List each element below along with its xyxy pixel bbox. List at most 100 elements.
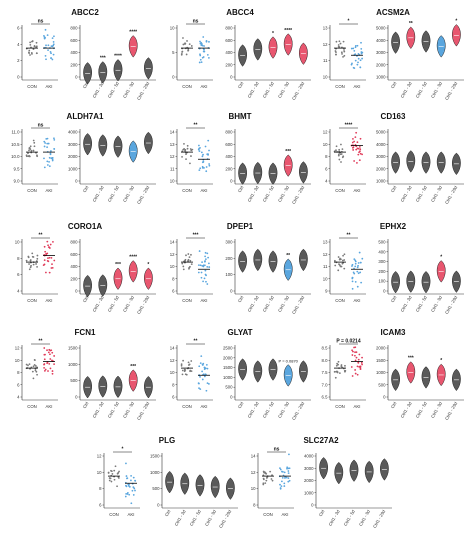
scatter-point-aki xyxy=(50,52,52,55)
violin-tick-label: 400 xyxy=(70,264,78,269)
scatter-point-aki xyxy=(134,489,136,492)
scatter-point-con xyxy=(188,267,190,270)
group-label: AKI xyxy=(46,404,53,409)
scatter-point-aki xyxy=(359,148,362,151)
violin-category-label: Ctrl1 - 5d xyxy=(415,184,428,202)
scatter-point-con xyxy=(35,263,37,265)
violin-tick-label: 600 xyxy=(70,252,78,257)
violin-tick-label: 2000 xyxy=(376,62,386,67)
scatter-point-con xyxy=(343,49,345,51)
gene-title: ABCC4 xyxy=(226,8,254,17)
violin-tick-label: 500 xyxy=(378,382,386,387)
scatter-point-aki xyxy=(283,471,286,474)
panel-aldh7a1: ALDH7A1 11.0 10.5 10.0 9.5 9.0 CON AKI ns 4000 300… xyxy=(10,112,160,218)
violin-tick-label: 0 xyxy=(75,395,78,400)
scatter-point-con xyxy=(113,478,116,481)
scatter-point-aki xyxy=(280,485,283,488)
scatter-point-aki xyxy=(200,41,203,44)
scatter-point-con xyxy=(28,263,30,265)
scatter-point-aki xyxy=(354,46,357,49)
panel-svg: ICAM3 8.5 8.0 7.5 7.0 6.5 CON AKI P = 0.0214 2000… xyxy=(322,328,464,421)
violin-tick-label: 3000 xyxy=(68,142,78,147)
violin-annotation: * xyxy=(272,31,274,37)
violin-category-label: Ctrl1 - 3d xyxy=(246,294,259,312)
scatter-point-aki xyxy=(356,270,359,273)
violin-tick-label: 0 xyxy=(230,75,233,80)
scatter-point-con xyxy=(339,257,341,260)
scatter-point-con xyxy=(335,40,338,43)
scatter-point-aki xyxy=(207,139,210,142)
scatter-point-aki xyxy=(200,271,203,274)
scatter-tick-label: 11 xyxy=(170,166,175,171)
violin-tick-label: 800 xyxy=(70,26,78,31)
scatter-point-aki xyxy=(46,34,49,36)
scatter-point-con xyxy=(342,155,345,158)
scatter-point-con xyxy=(117,471,120,474)
violin-category-label: Ctrl1 - 5d xyxy=(262,80,275,98)
scatter-point-con xyxy=(333,370,336,373)
scatter-point-con xyxy=(341,262,344,265)
scatter-point-aki xyxy=(198,169,201,172)
scatter-point-con xyxy=(31,370,34,373)
scatter-point-aki xyxy=(356,44,359,47)
violin-category-label: Ctrl1 - 3d xyxy=(399,400,412,418)
scatter-point-con xyxy=(36,265,38,268)
scatter-point-aki xyxy=(50,267,53,269)
scatter-point-aki xyxy=(357,61,359,64)
scatter-point-con xyxy=(114,465,117,468)
scatter-point-aki xyxy=(200,44,203,47)
violin-tick-label: 3000 xyxy=(376,154,386,159)
scatter-point-con xyxy=(186,144,189,147)
scatter-point-aki xyxy=(282,470,284,473)
violin-category-label: Ctrl1 - 5d xyxy=(262,184,275,202)
scatter-point-con xyxy=(335,149,337,152)
scatter-tick-label: 6 xyxy=(17,26,20,31)
scatter-tick-label: 8 xyxy=(99,486,102,491)
scatter-point-aki xyxy=(48,348,51,351)
scatter-point-con xyxy=(187,361,190,364)
scatter-point-aki xyxy=(288,479,291,482)
scatter-point-con xyxy=(264,482,267,485)
scatter-point-aki xyxy=(354,369,357,371)
scatter-point-aki xyxy=(130,502,133,505)
violin-tick-label: 2000 xyxy=(376,346,386,351)
scatter-tick-label: 12 xyxy=(170,154,175,159)
scatter-point-aki xyxy=(46,260,49,262)
violin-tick-label: 600 xyxy=(225,142,233,147)
scatter-tick-label: 7.0 xyxy=(322,382,329,387)
scatter-point-con xyxy=(25,259,28,262)
scatter-point-con xyxy=(189,265,191,268)
scatter-point-con xyxy=(182,359,185,362)
panel-svg: ABCC2 6 4 2 0 CON AKI ns 800 600 400 200 0 Ctrl *** Ctr… xyxy=(17,8,156,101)
violin-tick-label: 500 xyxy=(70,378,78,383)
scatter-point-aki xyxy=(199,264,202,267)
violin-tick-label: 200 xyxy=(225,166,233,171)
scatter-point-con xyxy=(28,49,31,52)
panel-fcn1: FCN1 12 10 8 6 4 CON AKI ** 1500 1000 500 0 Ctrl Ctrl1… xyxy=(10,328,160,434)
scatter-point-con xyxy=(262,478,265,481)
scatter-point-con xyxy=(32,377,35,380)
group-label: AKI xyxy=(354,404,361,409)
scatter-point-con xyxy=(28,363,31,366)
scatter-point-con xyxy=(338,40,341,43)
scatter-point-con xyxy=(340,161,342,163)
scatter-point-aki xyxy=(203,50,206,53)
significance-label: ** xyxy=(194,339,198,345)
violin-category-label: Ctrl1 - 5d xyxy=(107,294,120,312)
scatter-point-con xyxy=(342,55,344,58)
gene-title: GLYAT xyxy=(227,328,252,337)
scatter-tick-label: 13 xyxy=(323,26,328,31)
scatter-point-aki xyxy=(51,45,54,48)
scatter-point-aki xyxy=(205,274,207,277)
scatter-point-aki xyxy=(359,66,362,69)
scatter-point-aki xyxy=(201,166,204,169)
scatter-point-aki xyxy=(44,353,46,356)
scatter-point-aki xyxy=(357,57,360,60)
violin-tick-label: 1500 xyxy=(68,346,78,351)
scatter-point-con xyxy=(338,148,341,151)
scatter-point-con xyxy=(32,263,35,266)
scatter-point-aki xyxy=(45,44,47,47)
scatter-point-con xyxy=(185,153,187,156)
scatter-tick-label: 10 xyxy=(170,26,175,31)
gene-title: EPHX2 xyxy=(380,222,407,231)
